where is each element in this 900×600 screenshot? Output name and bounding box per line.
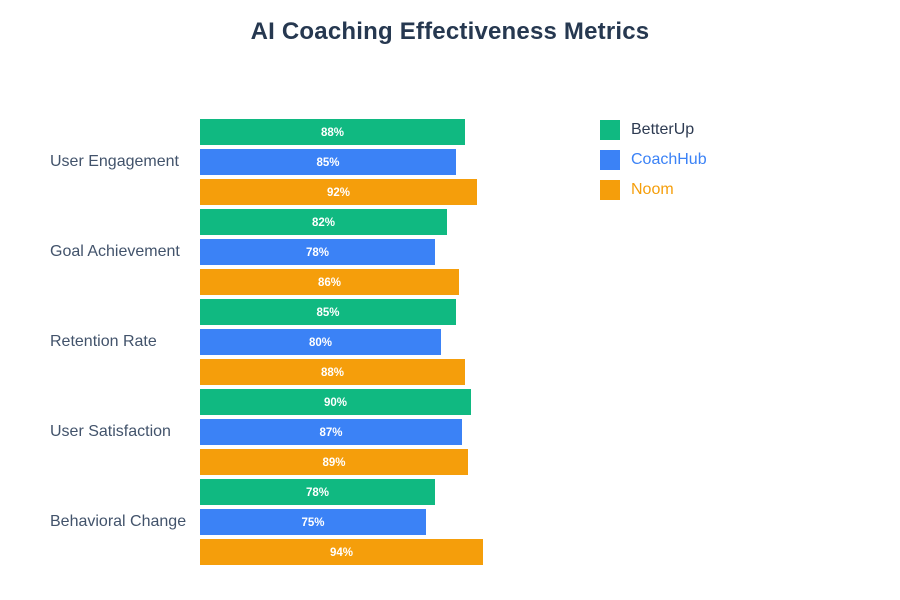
bar-value-label: 89%	[322, 457, 346, 469]
bar-value-label: 85%	[316, 307, 340, 319]
legend-label-coachhub: CoachHub	[631, 151, 707, 168]
legend-label-noom: Noom	[631, 181, 674, 198]
bar-betterup-user-satisfaction: 90%	[200, 389, 471, 415]
bar-noom-user-engagement: 92%	[200, 179, 477, 205]
bar-value-label: 94%	[329, 547, 354, 559]
bar-noom-behavioral-change: 94%	[200, 539, 483, 565]
bar-noom-retention-rate: 88%	[200, 359, 465, 385]
bar-betterup-user-engagement: 88%	[200, 119, 465, 145]
bar-coachhub-goal-achievement: 78%	[200, 239, 435, 265]
bar-coachhub-retention-rate: 80%	[200, 329, 441, 355]
legend-label-betterup: BetterUp	[631, 121, 695, 138]
bar-value-label: 85%	[316, 157, 340, 169]
legend-swatch-betterup	[600, 120, 620, 140]
bar-value-label: 82%	[311, 217, 336, 229]
bar-value-label: 88%	[320, 367, 345, 379]
bar-coachhub-user-engagement: 85%	[200, 149, 456, 175]
bar-betterup-retention-rate: 85%	[200, 299, 456, 325]
bar-value-label: 78%	[305, 487, 330, 499]
bar-value-label: 92%	[326, 187, 351, 199]
chart-title: AI Coaching Effectiveness Metrics	[250, 18, 650, 45]
bar-value-label: 80%	[308, 337, 333, 349]
legend-swatch-coachhub	[600, 150, 620, 170]
bar-value-label: 87%	[319, 427, 343, 439]
bar-value-label: 88%	[320, 127, 345, 139]
bar-value-label: 86%	[317, 277, 342, 289]
category-label-user-satisfaction: User Satisfaction	[50, 423, 171, 440]
category-label-user-engagement: User Engagement	[50, 153, 179, 170]
bar-betterup-behavioral-change: 78%	[200, 479, 435, 505]
legend-swatch-noom	[600, 180, 620, 200]
bar-value-label: 90%	[323, 397, 348, 409]
category-label-retention-rate: Retention Rate	[50, 333, 157, 350]
bar-betterup-goal-achievement: 82%	[200, 209, 447, 235]
bar-coachhub-user-satisfaction: 87%	[200, 419, 462, 445]
bar-noom-goal-achievement: 86%	[200, 269, 459, 295]
bar-noom-user-satisfaction: 89%	[200, 449, 468, 475]
category-label-behavioral-change: Behavioral Change	[50, 513, 187, 530]
bar-value-label: 78%	[305, 247, 330, 259]
bar-value-label: 75%	[301, 517, 325, 529]
category-label-goal-achievement: Goal Achievement	[50, 243, 180, 260]
bar-coachhub-behavioral-change: 75%	[200, 509, 426, 535]
